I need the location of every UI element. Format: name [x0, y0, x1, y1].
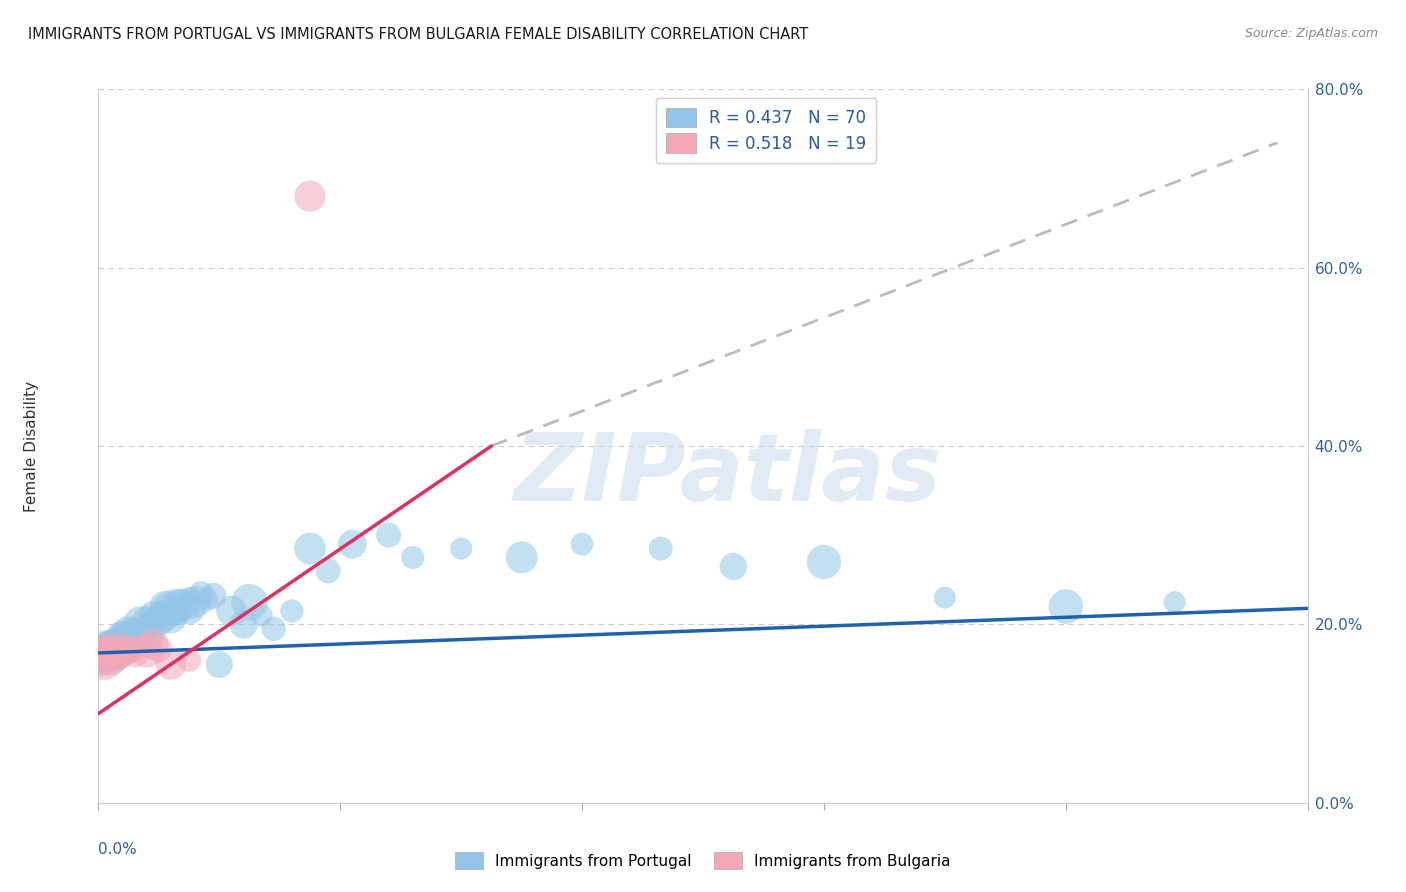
- Point: [105, 644, 128, 658]
- Point: [135, 628, 157, 642]
- Point: [221, 604, 243, 618]
- Point: [342, 537, 364, 551]
- Point: [118, 640, 141, 654]
- Point: [202, 589, 225, 603]
- Point: [129, 617, 152, 632]
- Point: [100, 640, 122, 654]
- Text: Female Disability: Female Disability: [24, 380, 39, 512]
- Point: [148, 613, 170, 627]
- Point: [114, 632, 136, 647]
- Point: [111, 640, 134, 654]
- Point: [208, 657, 231, 672]
- Point: [96, 642, 118, 657]
- Point: [103, 639, 125, 653]
- Point: [650, 541, 672, 556]
- Point: [299, 541, 322, 556]
- Point: [450, 541, 472, 556]
- Point: [148, 604, 170, 618]
- Point: [160, 601, 183, 615]
- Point: [316, 564, 339, 578]
- Point: [93, 648, 115, 663]
- Point: [153, 608, 176, 623]
- Legend: R = 0.437   N = 70, R = 0.518   N = 19: R = 0.437 N = 70, R = 0.518 N = 19: [655, 97, 876, 162]
- Point: [179, 591, 201, 605]
- Point: [510, 550, 533, 565]
- Point: [124, 637, 146, 651]
- Point: [166, 604, 188, 618]
- Point: [153, 599, 176, 614]
- Point: [148, 642, 170, 657]
- Point: [263, 622, 285, 636]
- Point: [934, 591, 956, 605]
- Point: [118, 642, 141, 657]
- Point: [100, 641, 122, 656]
- Point: [90, 644, 112, 658]
- Point: [129, 640, 152, 654]
- Point: [111, 648, 134, 663]
- Point: [172, 598, 194, 612]
- Point: [96, 646, 118, 660]
- Point: [723, 559, 745, 574]
- Point: [195, 592, 218, 607]
- Point: [232, 617, 254, 632]
- Point: [100, 648, 122, 663]
- Text: ZIPatlas: ZIPatlas: [513, 428, 941, 521]
- Point: [571, 537, 593, 551]
- Point: [90, 651, 112, 665]
- Point: [813, 555, 835, 569]
- Point: [111, 635, 134, 649]
- Point: [100, 637, 122, 651]
- Point: [250, 608, 273, 623]
- Point: [142, 617, 165, 632]
- Point: [108, 633, 131, 648]
- Point: [118, 631, 141, 645]
- Point: [377, 528, 399, 542]
- Point: [93, 655, 115, 669]
- Point: [166, 595, 188, 609]
- Text: Source: ZipAtlas.com: Source: ZipAtlas.com: [1244, 27, 1378, 40]
- Point: [299, 189, 322, 203]
- Point: [124, 622, 146, 636]
- Point: [93, 653, 115, 667]
- Point: [105, 646, 128, 660]
- Point: [93, 640, 115, 654]
- Point: [179, 653, 201, 667]
- Point: [142, 637, 165, 651]
- Point: [105, 635, 128, 649]
- Point: [111, 642, 134, 657]
- Point: [103, 643, 125, 657]
- Point: [118, 626, 141, 640]
- Point: [179, 601, 201, 615]
- Point: [124, 646, 146, 660]
- Text: 0.0%: 0.0%: [98, 842, 138, 857]
- Point: [111, 631, 134, 645]
- Point: [96, 642, 118, 657]
- Point: [239, 595, 262, 609]
- Point: [160, 657, 183, 672]
- Point: [1054, 599, 1077, 614]
- Point: [100, 650, 122, 665]
- Text: IMMIGRANTS FROM PORTUGAL VS IMMIGRANTS FROM BULGARIA FEMALE DISABILITY CORRELATI: IMMIGRANTS FROM PORTUGAL VS IMMIGRANTS F…: [28, 27, 808, 42]
- Point: [129, 624, 152, 639]
- Point: [160, 610, 183, 624]
- Point: [135, 613, 157, 627]
- Point: [142, 608, 165, 623]
- Point: [281, 604, 304, 618]
- Point: [190, 586, 212, 600]
- Point: [93, 646, 115, 660]
- Point: [108, 638, 131, 652]
- Point: [105, 651, 128, 665]
- Legend: Immigrants from Portugal, Immigrants from Bulgaria: Immigrants from Portugal, Immigrants fro…: [449, 846, 957, 875]
- Point: [1163, 595, 1185, 609]
- Point: [184, 595, 207, 609]
- Point: [402, 550, 425, 565]
- Point: [135, 619, 157, 633]
- Point: [135, 644, 157, 658]
- Point: [124, 628, 146, 642]
- Point: [105, 640, 128, 654]
- Point: [105, 653, 128, 667]
